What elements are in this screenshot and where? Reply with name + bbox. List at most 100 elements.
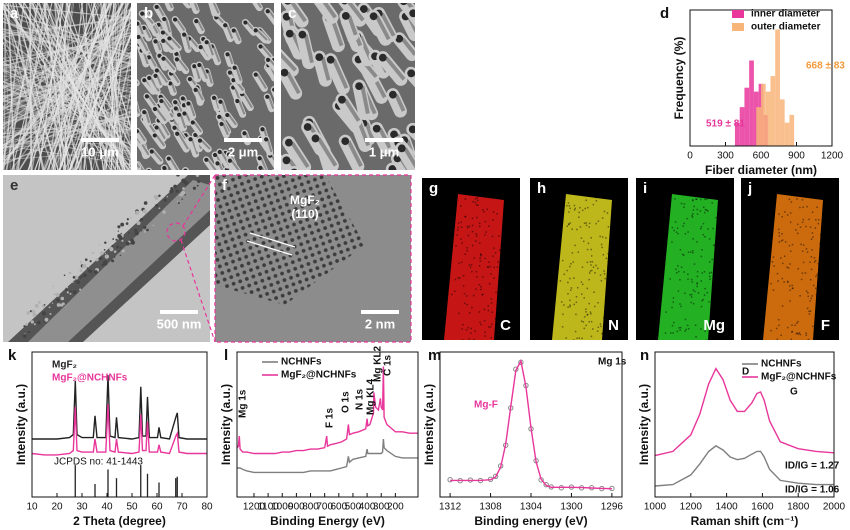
map-noise [696,208,699,211]
tube-shade [137,136,142,144]
map-noise [497,306,500,309]
tube-shade [275,60,278,70]
fiber [44,3,108,170]
map-noise [581,209,584,212]
fiber [3,28,131,46]
map-noise [605,257,608,260]
map-noise [587,206,589,209]
lattice-label: (110) [291,207,318,221]
map-noise [714,279,716,282]
tube [264,7,274,26]
map-noise [464,198,467,200]
map-noise [709,278,711,280]
chart: n 1000 1200 1400 1600 1800 2000 Raman shift (cm… [637,347,845,528]
map-noise [569,207,571,210]
map-noise [678,327,680,329]
map-noise [778,235,781,237]
map-noise [479,257,481,259]
map-noise [599,235,601,238]
map-noise [817,219,820,221]
tem-speck [84,258,88,261]
x-tick-label: 600 [330,502,347,513]
map-noise [457,226,459,229]
map-noise [711,202,713,204]
tube-hole [190,120,195,125]
histogram-bar [789,114,795,146]
map-noise [792,287,794,289]
map-noise [689,293,691,296]
map-noise [496,213,498,215]
map-noise [815,293,818,296]
map-noise [802,261,805,264]
histogram-bar [779,99,785,146]
tem-speck [56,303,61,307]
map-noise [475,235,478,237]
tube-shade [196,89,204,101]
map-noise [797,232,799,235]
map-noise [686,217,688,220]
map-noise [679,303,681,305]
map-noise [592,328,594,330]
map-noise [771,261,774,263]
tube-shade [157,69,169,84]
tem-speck [52,285,54,288]
tube [137,134,143,147]
tube-hole [378,53,387,62]
tube-shade [268,96,274,110]
map-noise [490,336,492,339]
tem-speck [143,230,146,233]
map-noise [481,293,484,296]
map-noise [683,203,686,205]
plot-frame [31,351,208,498]
tem-speck [55,294,57,296]
annotation: N 1s [355,388,366,410]
map-noise [464,216,467,218]
map-noise [489,265,491,268]
map-noise [582,283,584,286]
map-noise [471,270,473,273]
tem-speck [196,184,199,187]
panel-letter: m [428,347,441,364]
fiber [44,3,121,170]
tem-speck [121,239,124,242]
map-noise [592,266,595,268]
tube-hole [260,127,265,132]
tube-hole [311,134,320,143]
tube-hole [175,131,180,136]
tube [221,21,235,43]
tube [137,100,141,117]
map-noise [708,238,711,240]
tube [395,141,415,170]
map-noise [690,293,693,296]
map-noise [585,222,588,224]
map-noise [813,261,816,263]
data-point [543,482,549,488]
tube [195,61,209,83]
tube [271,85,274,98]
fiber [3,80,131,124]
tem-speck [136,221,141,226]
map-noise [603,273,606,275]
map-noise [605,308,608,311]
map-noise [473,338,475,340]
tube-hole [182,32,187,37]
tube-shade [317,137,338,167]
tube-hole [372,124,381,133]
tem-speck [169,189,174,194]
tube-hole [160,30,166,35]
map-noise [566,269,568,272]
tube [175,111,187,132]
tem-speck [158,207,161,210]
x-axis-label: Raman shift (cm⁻¹) [691,514,799,528]
tem-speck [120,222,125,227]
tube-hole [285,29,294,38]
tube-hole [204,40,209,45]
x-tick-label: 1296 [601,502,624,513]
map-noise [588,226,590,228]
tem-speck [193,172,195,174]
tube [208,3,221,17]
tube-shade [137,130,146,142]
tube-hole [397,144,406,153]
map-noise [597,220,600,222]
map-noise [588,278,590,281]
